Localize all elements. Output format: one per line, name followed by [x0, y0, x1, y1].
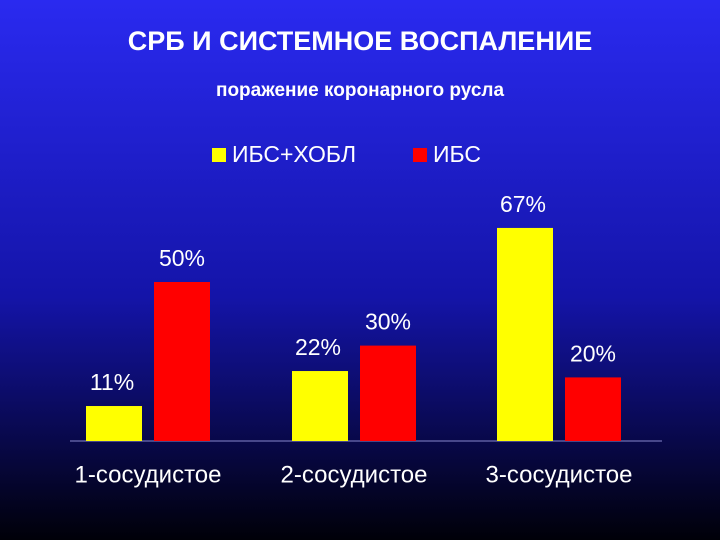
- value-label: 67%: [500, 191, 546, 217]
- bar: [86, 406, 142, 441]
- legend-label: ИБС+ХОБЛ: [232, 141, 356, 167]
- legend-swatch: [413, 148, 427, 162]
- bar: [360, 345, 416, 441]
- chart-title: СРБ И СИСТЕМНОЕ ВОСПАЛЕНИЕ: [128, 26, 592, 56]
- legend-label: ИБС: [433, 141, 481, 167]
- legend-swatch: [212, 148, 226, 162]
- value-label: 30%: [365, 309, 411, 335]
- x-tick-label: 3-сосудистое: [486, 461, 633, 488]
- bar: [565, 377, 621, 441]
- chart-subtitle: поражение коронарного русла: [216, 80, 504, 101]
- value-label: 11%: [90, 369, 134, 395]
- bar: [154, 282, 210, 441]
- value-label: 22%: [295, 334, 341, 360]
- bar: [497, 227, 553, 441]
- x-tick-label: 1-сосудистое: [75, 461, 222, 488]
- value-label: 50%: [159, 245, 205, 271]
- bar: [292, 371, 348, 441]
- value-label: 20%: [570, 340, 616, 366]
- x-tick-label: 2-сосудистое: [281, 461, 428, 488]
